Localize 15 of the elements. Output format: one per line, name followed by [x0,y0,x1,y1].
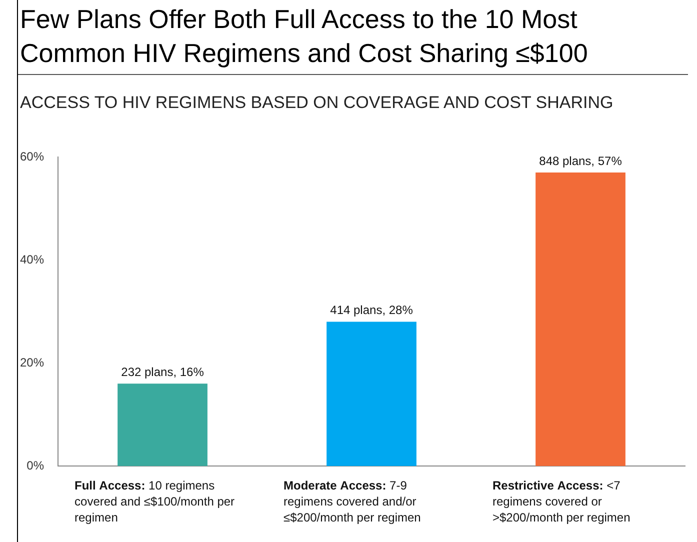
y-tick-label: 20% [20,355,44,370]
chart-subtitle: ACCESS TO HIV REGIMENS BASED ON COVERAGE AND COST SHARING [20,92,614,113]
bar [326,322,416,466]
data-label: 414 plans, 28% [330,303,414,318]
y-tick-label: 60% [20,149,44,164]
bar [118,384,208,466]
category-label: Full Access: 10 regimens covered and ≤$100/month per regimen [74,478,235,524]
y-tick-label: 40% [20,252,44,266]
bar [536,172,626,466]
chart-title: Few Plans Offer Both Full Access to the 10 Most Common HIV Regimens and Cost Sharing ≤$100 [20,3,589,70]
data-label: 848 plans, 57% [539,154,622,168]
y-tick-label: 0% [26,458,44,472]
category-label: Restrictive Access: <7 regimens covered or >$200/month per regimen [492,478,630,524]
category-label: Moderate Access: 7-9 regimens covered and/or ≤$200/month per regimen [284,478,421,524]
data-label: 232 plans, 16% [121,364,204,379]
